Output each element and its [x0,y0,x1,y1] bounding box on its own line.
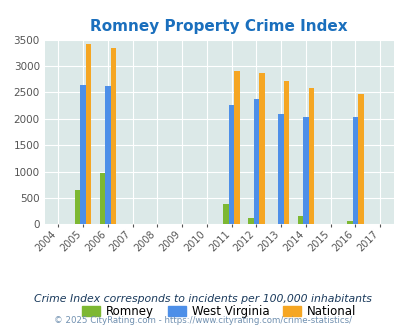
Bar [223,204,228,224]
Bar [283,81,289,224]
Text: Crime Index corresponds to incidents per 100,000 inhabitants: Crime Index corresponds to incidents per… [34,294,371,304]
Title: Romney Property Crime Index: Romney Property Crime Index [90,19,347,34]
Bar [346,221,352,224]
Bar [105,86,110,224]
Bar [110,48,116,224]
Bar [75,190,80,224]
Bar [352,117,357,224]
Bar [258,73,264,224]
Bar [303,117,308,224]
Bar [234,71,239,224]
Bar [85,44,91,224]
Bar [80,85,85,224]
Legend: Romney, West Virginia, National: Romney, West Virginia, National [77,301,360,323]
Bar [253,99,258,224]
Text: © 2025 CityRating.com - https://www.cityrating.com/crime-statistics/: © 2025 CityRating.com - https://www.city… [54,316,351,325]
Bar [357,94,363,224]
Bar [297,216,303,224]
Bar [228,105,234,224]
Bar [247,218,253,224]
Bar [99,173,105,224]
Bar [308,88,313,224]
Bar [278,114,283,224]
